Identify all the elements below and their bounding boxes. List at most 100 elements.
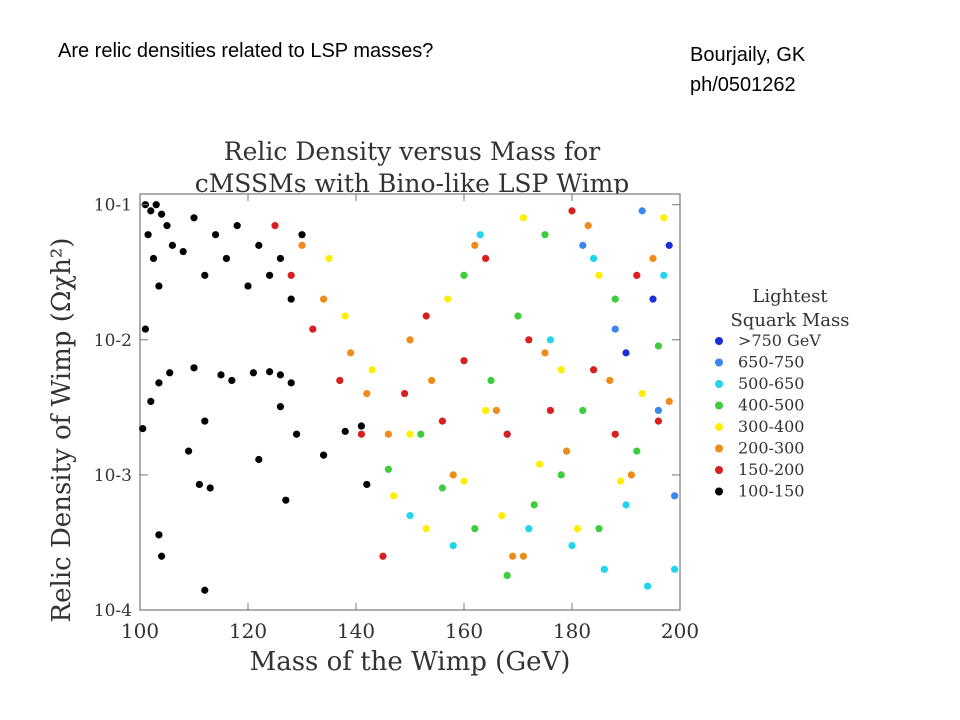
data-point	[671, 565, 679, 573]
data-point	[185, 447, 193, 455]
data-point	[309, 325, 317, 333]
data-point	[298, 231, 306, 239]
data-point	[438, 417, 446, 425]
x-axis-label: Mass of the Wimp (GeV)	[250, 647, 571, 677]
x-tick-label: 200	[661, 619, 699, 643]
data-point	[163, 222, 171, 230]
data-point	[233, 222, 241, 230]
data-point	[638, 207, 646, 215]
data-point	[665, 397, 673, 405]
data-point	[406, 511, 414, 520]
legend: >750 GeV 650-750 500-650 400-500 300-400 200-…	[715, 331, 821, 501]
data-point	[590, 366, 598, 374]
y-tick-label: 10-2	[94, 331, 132, 351]
data-point	[155, 531, 163, 539]
data-point	[649, 295, 657, 303]
data-point	[428, 376, 436, 385]
data-point	[406, 430, 414, 438]
data-point	[660, 214, 668, 222]
data-point	[568, 207, 576, 215]
legend-marker	[715, 466, 723, 474]
data-point	[357, 430, 365, 438]
data-point	[201, 271, 209, 279]
x-tick-label: 120	[229, 619, 267, 643]
data-point	[487, 376, 495, 385]
legend-entry: 400-500	[738, 396, 804, 415]
data-point	[347, 349, 355, 357]
legend-title-line2: Squark Mass	[730, 310, 849, 331]
chart-title-line2: cMSSMs with Bino-like LSP Wimp	[195, 169, 630, 198]
data-point	[155, 379, 163, 387]
data-point	[563, 447, 571, 455]
data-point	[141, 325, 149, 333]
data-point	[282, 496, 290, 504]
data-point	[498, 511, 506, 520]
data-point	[557, 471, 565, 479]
data-point	[503, 430, 511, 438]
y-axis-label: Relic Density of Wimp (Ωχh²)	[47, 238, 77, 623]
data-point	[438, 484, 446, 492]
data-point	[390, 492, 398, 500]
attribution-author: Bourjaily, GK	[690, 44, 806, 66]
data-point	[201, 586, 209, 594]
data-point	[255, 241, 263, 249]
data-point	[611, 295, 619, 303]
x-tick-label: 140	[337, 619, 375, 643]
data-point	[363, 389, 371, 398]
attribution-reference: ph/0501262	[690, 74, 796, 96]
data-point	[336, 376, 344, 385]
legend-entry: 300-400	[738, 417, 804, 436]
data-point	[622, 349, 630, 357]
data-point	[190, 364, 198, 372]
data-point	[276, 371, 284, 379]
data-point	[573, 525, 582, 533]
data-point	[422, 312, 430, 320]
data-point	[638, 389, 646, 398]
data-point	[460, 477, 468, 485]
data-point	[627, 471, 636, 479]
data-point	[158, 210, 166, 218]
data-point	[536, 460, 544, 468]
data-point	[406, 336, 414, 344]
legend-marker	[715, 380, 723, 388]
data-point	[482, 254, 490, 263]
data-point	[606, 376, 614, 385]
legend-entry: 100-150	[738, 482, 804, 501]
data-point	[471, 525, 479, 533]
data-point	[201, 417, 209, 425]
data-point	[217, 371, 225, 379]
data-point	[633, 447, 641, 455]
data-point	[341, 427, 349, 435]
data-point	[144, 231, 152, 239]
data-point	[460, 357, 468, 365]
data-point	[530, 501, 538, 509]
y-tick-label: 10-4	[94, 601, 132, 621]
data-point	[298, 241, 306, 249]
data-point	[654, 406, 663, 415]
data-point	[595, 525, 603, 533]
data-point	[276, 254, 284, 263]
data-point	[401, 389, 409, 398]
data-point	[476, 231, 484, 239]
data-point	[519, 552, 528, 560]
data-point	[503, 571, 511, 580]
data-point	[508, 552, 517, 560]
data-point	[568, 541, 576, 550]
data-point	[139, 425, 147, 433]
data-point	[579, 241, 587, 249]
data-point	[654, 417, 663, 425]
data-point	[325, 254, 333, 263]
data-point	[149, 254, 158, 263]
data-point	[665, 241, 673, 249]
plot-frame	[139, 193, 681, 611]
data-point	[195, 480, 203, 489]
data-point	[155, 282, 163, 290]
data-point	[492, 406, 500, 415]
data-point	[266, 368, 274, 376]
data-point	[525, 525, 533, 533]
x-tick-label: 100	[121, 619, 159, 643]
legend-entry: 650-750	[738, 353, 804, 372]
data-point	[384, 465, 392, 473]
data-point	[579, 406, 587, 415]
